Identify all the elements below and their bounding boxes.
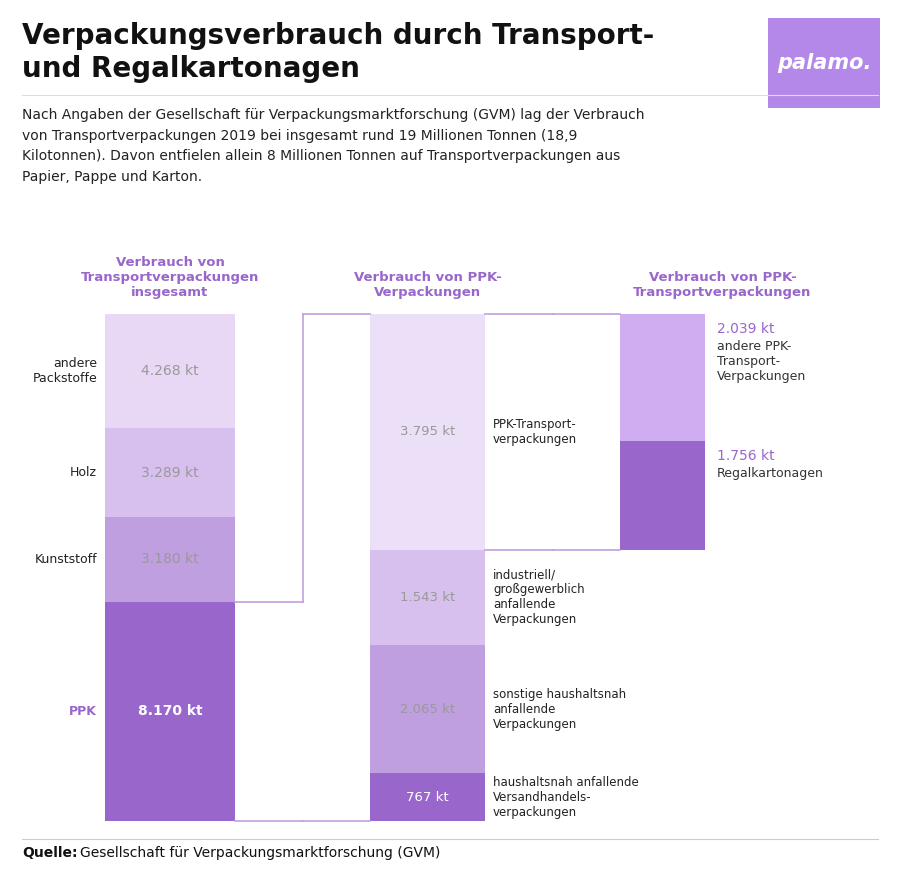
Text: und Regalkartonagen: und Regalkartonagen [22, 55, 360, 83]
Text: palamo.: palamo. [777, 53, 871, 73]
Text: andere
Packstoffe: andere Packstoffe [32, 357, 97, 385]
Bar [105, 602, 235, 821]
Bar [370, 773, 485, 821]
Bar [370, 645, 485, 773]
Bar [370, 549, 485, 645]
Text: Gesellschaft für Verpackungsmarktforschung (GVM): Gesellschaft für Verpackungsmarktforschu… [80, 846, 440, 860]
Text: sonstige haushaltsnah
anfallende
Verpackungen: sonstige haushaltsnah anfallende Verpack… [493, 688, 626, 731]
Text: 2.039 kt: 2.039 kt [717, 322, 775, 336]
Text: industriell/
großgewerblich
anfallende
Verpackungen: industriell/ großgewerblich anfallende V… [493, 568, 585, 627]
Text: andere PPK-
Transport-
Verpackungen: andere PPK- Transport- Verpackungen [717, 340, 806, 383]
Text: 3.795 kt: 3.795 kt [400, 425, 455, 438]
Text: PPK: PPK [69, 705, 97, 718]
Bar [768, 18, 880, 108]
Bar [620, 441, 705, 549]
Bar [620, 314, 705, 441]
Text: Verbrauch von PPK-
Transportverpackungen: Verbrauch von PPK- Transportverpackungen [634, 271, 812, 299]
Text: PPK-Transport-
verpackungen: PPK-Transport- verpackungen [493, 418, 577, 445]
Text: Regalkartonagen: Regalkartonagen [717, 467, 824, 479]
Bar [105, 428, 235, 517]
Bar [370, 314, 485, 549]
Text: Verbrauch von
Transportverpackungen
insgesamt: Verbrauch von Transportverpackungen insg… [81, 256, 259, 299]
Text: 8.170 kt: 8.170 kt [138, 704, 202, 718]
Text: 3.289 kt: 3.289 kt [141, 466, 199, 479]
Text: 1.543 kt: 1.543 kt [400, 591, 455, 604]
Text: 4.268 kt: 4.268 kt [141, 364, 199, 378]
Text: 1.756 kt: 1.756 kt [717, 449, 775, 462]
Bar [105, 314, 235, 428]
Text: 767 kt: 767 kt [406, 790, 449, 804]
Text: Holz: Holz [70, 466, 97, 479]
Text: Verpackungsverbrauch durch Transport-: Verpackungsverbrauch durch Transport- [22, 22, 654, 50]
Text: Nach Angaben der Gesellschaft für Verpackungsmarktforschung (GVM) lag der Verbra: Nach Angaben der Gesellschaft für Verpac… [22, 108, 644, 184]
Text: Kunststoff: Kunststoff [34, 553, 97, 565]
Bar [105, 517, 235, 602]
Text: Quelle:: Quelle: [22, 846, 77, 860]
Text: 2.065 kt: 2.065 kt [400, 703, 455, 716]
Text: haushaltsnah anfallende
Versandhandels-
verpackungen: haushaltsnah anfallende Versandhandels- … [493, 776, 639, 819]
Text: 3.180 kt: 3.180 kt [141, 552, 199, 566]
Text: Verbrauch von PPK-
Verpackungen: Verbrauch von PPK- Verpackungen [354, 271, 501, 299]
